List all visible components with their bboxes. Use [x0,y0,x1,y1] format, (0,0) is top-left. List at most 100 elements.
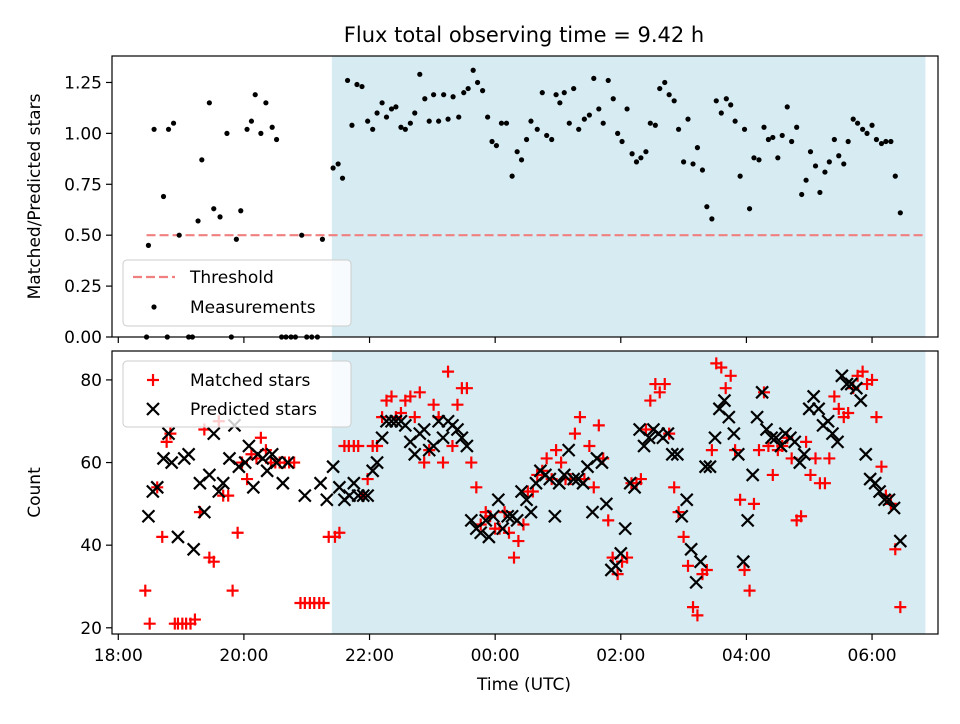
measurement-point [450,94,456,100]
measurement-point [528,118,534,124]
measurement-point [393,104,399,110]
predicted-star-point [557,468,572,482]
matched-star-point [818,477,831,490]
measurement-point [685,116,691,122]
predicted-star-point [491,492,506,507]
measurement-point [803,177,809,183]
measurement-point [737,173,743,179]
matched-star-point [385,390,398,403]
predicted-star-point [150,480,165,495]
matched-star-point [894,601,907,614]
measurement-point [549,136,555,143]
predicted-star-point [637,439,651,453]
predicted-star-point [566,472,581,486]
measurement-point [566,120,572,126]
measurement-point [794,124,800,130]
predicted-star-point [811,402,826,416]
matched-star-point [164,427,177,440]
predicted-star-point [269,455,284,470]
measurement-point [195,218,201,224]
matched-star-point [668,481,681,494]
measurement-point [359,83,365,90]
predicted-star-point [665,447,680,462]
matched-star-point [427,398,440,411]
measurement-point [647,120,653,126]
measurement-point [756,157,762,163]
matched-star-point [724,369,737,382]
measurement-point [417,71,423,77]
measurement-point [498,120,505,126]
legend-matched-label: Matched stars [190,371,310,391]
measurement-point [165,126,172,132]
measurement-point [233,236,239,242]
x-tick-label: 06:00 [848,646,897,666]
measurement-point [732,118,738,124]
predicted-star-point [561,443,576,457]
measurement-point [761,124,767,130]
measurement-point [252,92,258,98]
legend-matched-swatch [147,374,159,386]
matched-star-point [555,456,568,469]
predicted-star-point [332,480,347,495]
matched-star-point [705,444,718,457]
measurement-point [869,122,875,128]
measurement-point [176,232,182,238]
measurement-point [643,149,649,155]
matched-star-point [231,526,244,539]
measurement-point [470,67,476,73]
predicted-star-point [246,480,261,495]
measurement-point [493,142,500,149]
measurement-point [426,118,432,124]
measurement-point [258,130,264,136]
predicted-star-point [614,546,628,561]
measurement-point [600,120,606,126]
predicted-star-point [398,418,413,433]
measurement-point [638,155,644,161]
matched-star-point [611,568,624,581]
matched-star-point [465,456,478,469]
legend-predicted-swatch [146,402,160,416]
matched-star-point [550,444,563,457]
y-tick-label: 0.00 [64,328,102,348]
measurement-point [514,149,520,155]
measurement-point [888,138,894,145]
measurement-point [206,100,212,106]
predicted-star-point [608,559,623,573]
predicted-star-point [689,575,703,590]
measurement-point [170,120,177,126]
bottom-x-ticks: 18:00 20:00 22:00 00:00 02:00 04:00 06:00 [94,634,897,666]
predicted-star-point [510,513,524,528]
predicted-star-point [514,484,529,499]
matched-star-point [738,563,751,576]
measurement-point [770,134,776,141]
predicted-star-point [745,468,760,482]
matched-star-point [752,444,765,457]
matched-star-point [747,497,760,510]
matched-star-point [143,617,156,630]
predicted-star-point [255,451,270,466]
matched-star-point [804,468,817,481]
predicted-star-point [417,422,431,437]
predicted-star-point [141,509,156,524]
measurement-point [503,120,510,126]
legend-measurements-label: Measurements [190,298,316,318]
predicted-star-point [868,476,882,490]
predicted-star-point [548,509,562,524]
predicted-star-point [356,488,371,503]
measurement-point [576,126,582,132]
top-panel-frame [111,55,939,338]
matched-star-point [634,473,647,486]
predicted-star-point [265,447,279,462]
top-x-ticks [117,337,873,343]
measurement-point [349,122,355,128]
x-tick-label: 02:00 [596,646,645,666]
matched-star-point [156,530,169,543]
measurement-point [273,136,280,143]
measurement-point [897,210,903,216]
measurement-point [694,145,701,151]
predicted-star-point [627,480,642,495]
matched-star-point [592,419,605,432]
matched-star-point [875,460,888,473]
predicted-star-point [840,377,854,391]
predicted-star-point [407,447,422,462]
